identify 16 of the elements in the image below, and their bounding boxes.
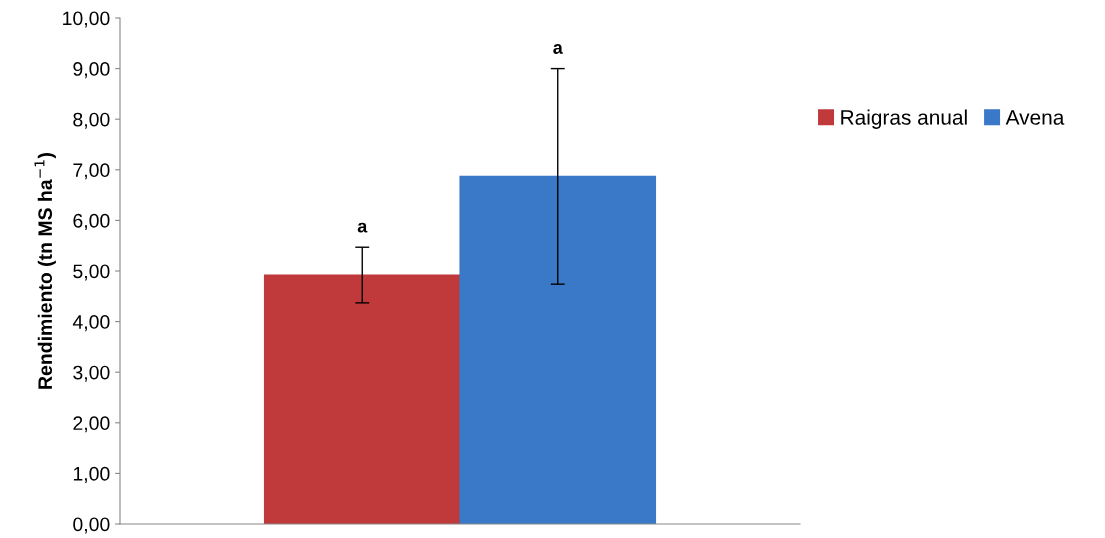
y-tick-label: 6,00 [73,213,110,230]
y-tick-label: 3,00 [73,365,110,382]
annotation: a [553,44,563,54]
y-axis-title: Rendimiento (tn MS ha$^{−1}$) [34,153,56,389]
y-tick-label: 10,00 [63,11,110,28]
y-tick-label: 8,00 [73,112,110,129]
annotation: a [357,222,368,233]
y-tick-label: 4,00 [72,315,110,332]
y-tick-label: 9,00 [73,62,110,79]
y-tick-label: 7,00 [73,163,110,180]
legend-label: Raigras anual [841,109,967,129]
legend-label: Avena [1005,110,1065,125]
y-tick-label: 5,00 [73,264,110,281]
y-tick-label: 2,00 [73,416,110,433]
y-tick-label: 1,00 [73,466,110,483]
y-tick-label: 0,00 [73,517,110,534]
